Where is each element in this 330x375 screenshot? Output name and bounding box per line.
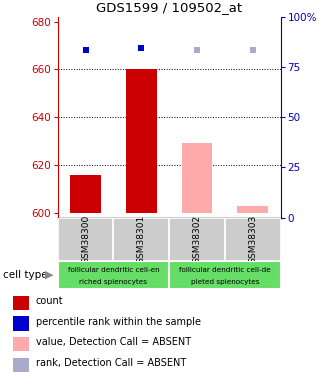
Point	[139, 45, 144, 51]
Bar	[225, 217, 280, 261]
Text: GSM38303: GSM38303	[248, 214, 257, 264]
Bar	[70, 174, 101, 213]
Point	[194, 47, 200, 53]
Bar	[58, 217, 114, 261]
Bar	[237, 206, 268, 213]
Bar	[13, 316, 29, 331]
Text: GSM38301: GSM38301	[137, 214, 146, 264]
Text: GSM38302: GSM38302	[192, 214, 202, 264]
Text: value, Detection Call = ABSENT: value, Detection Call = ABSENT	[36, 337, 191, 347]
Text: GSM38300: GSM38300	[81, 214, 90, 264]
Bar	[13, 337, 29, 351]
Bar	[114, 217, 169, 261]
Bar	[169, 261, 280, 289]
Point	[250, 47, 255, 53]
Text: riched splenocytes: riched splenocytes	[80, 279, 148, 285]
Bar	[169, 217, 225, 261]
Text: ▶: ▶	[45, 270, 53, 280]
Bar	[182, 144, 212, 213]
Text: follicular dendritic cell-de: follicular dendritic cell-de	[179, 267, 271, 273]
Bar	[58, 261, 169, 289]
Bar	[13, 296, 29, 310]
Bar	[126, 69, 157, 213]
Point	[83, 47, 88, 53]
Text: percentile rank within the sample: percentile rank within the sample	[36, 316, 201, 327]
Title: GDS1599 / 109502_at: GDS1599 / 109502_at	[96, 2, 242, 14]
Bar	[13, 358, 29, 372]
Text: rank, Detection Call = ABSENT: rank, Detection Call = ABSENT	[36, 358, 186, 368]
Text: count: count	[36, 296, 63, 306]
Text: follicular dendritic cell-en: follicular dendritic cell-en	[68, 267, 159, 273]
Text: cell type: cell type	[3, 270, 48, 280]
Text: pleted splenocytes: pleted splenocytes	[190, 279, 259, 285]
